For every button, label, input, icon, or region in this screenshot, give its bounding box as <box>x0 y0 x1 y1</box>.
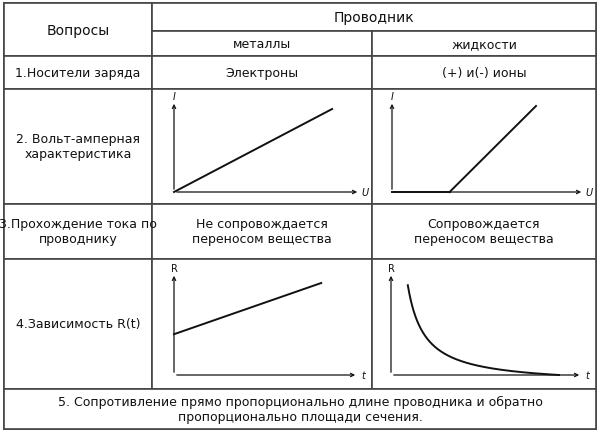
Bar <box>372 32 596 57</box>
Bar <box>372 90 596 205</box>
Text: Не сопровождается
переносом вещества: Не сопровождается переносом вещества <box>192 218 332 246</box>
Text: 3.Прохождение тока по
проводнику: 3.Прохождение тока по проводнику <box>0 218 157 246</box>
Text: U: U <box>586 187 593 198</box>
Bar <box>4 389 596 429</box>
Bar <box>372 57 596 90</box>
Text: 1.Носители заряда: 1.Носители заряда <box>16 67 140 80</box>
Text: 4.Зависимость R(t): 4.Зависимость R(t) <box>16 318 140 331</box>
Bar <box>372 205 596 259</box>
Text: Электроны: Электроны <box>226 67 299 80</box>
Text: U: U <box>361 187 368 198</box>
Text: (+) и(-) ионы: (+) и(-) ионы <box>442 67 526 80</box>
Text: Вопросы: Вопросы <box>46 24 110 37</box>
Bar <box>152 90 372 205</box>
Text: t: t <box>361 370 365 380</box>
Text: I: I <box>391 92 394 102</box>
Text: R: R <box>388 263 394 273</box>
Text: I: I <box>173 92 175 102</box>
Bar <box>4 57 152 90</box>
Text: t: t <box>585 370 589 380</box>
Bar <box>152 259 372 389</box>
Bar <box>4 90 152 205</box>
Text: 5. Сопротивление прямо пропорционально длине проводника и обратно
пропорциональн: 5. Сопротивление прямо пропорционально д… <box>58 395 542 423</box>
Text: жидкости: жидкости <box>451 38 517 51</box>
Bar <box>152 57 372 90</box>
Text: Проводник: Проводник <box>334 11 415 25</box>
Bar <box>152 4 596 32</box>
Bar <box>372 259 596 389</box>
Text: Сопровождается
переносом вещества: Сопровождается переносом вещества <box>414 218 554 246</box>
Text: металлы: металлы <box>233 38 291 51</box>
Bar <box>152 205 372 259</box>
Bar <box>4 205 152 259</box>
Bar <box>4 4 152 57</box>
Text: R: R <box>170 263 178 273</box>
Bar <box>152 32 372 57</box>
Bar <box>4 259 152 389</box>
Text: 2. Вольт-амперная
характеристика: 2. Вольт-амперная характеристика <box>16 133 140 161</box>
